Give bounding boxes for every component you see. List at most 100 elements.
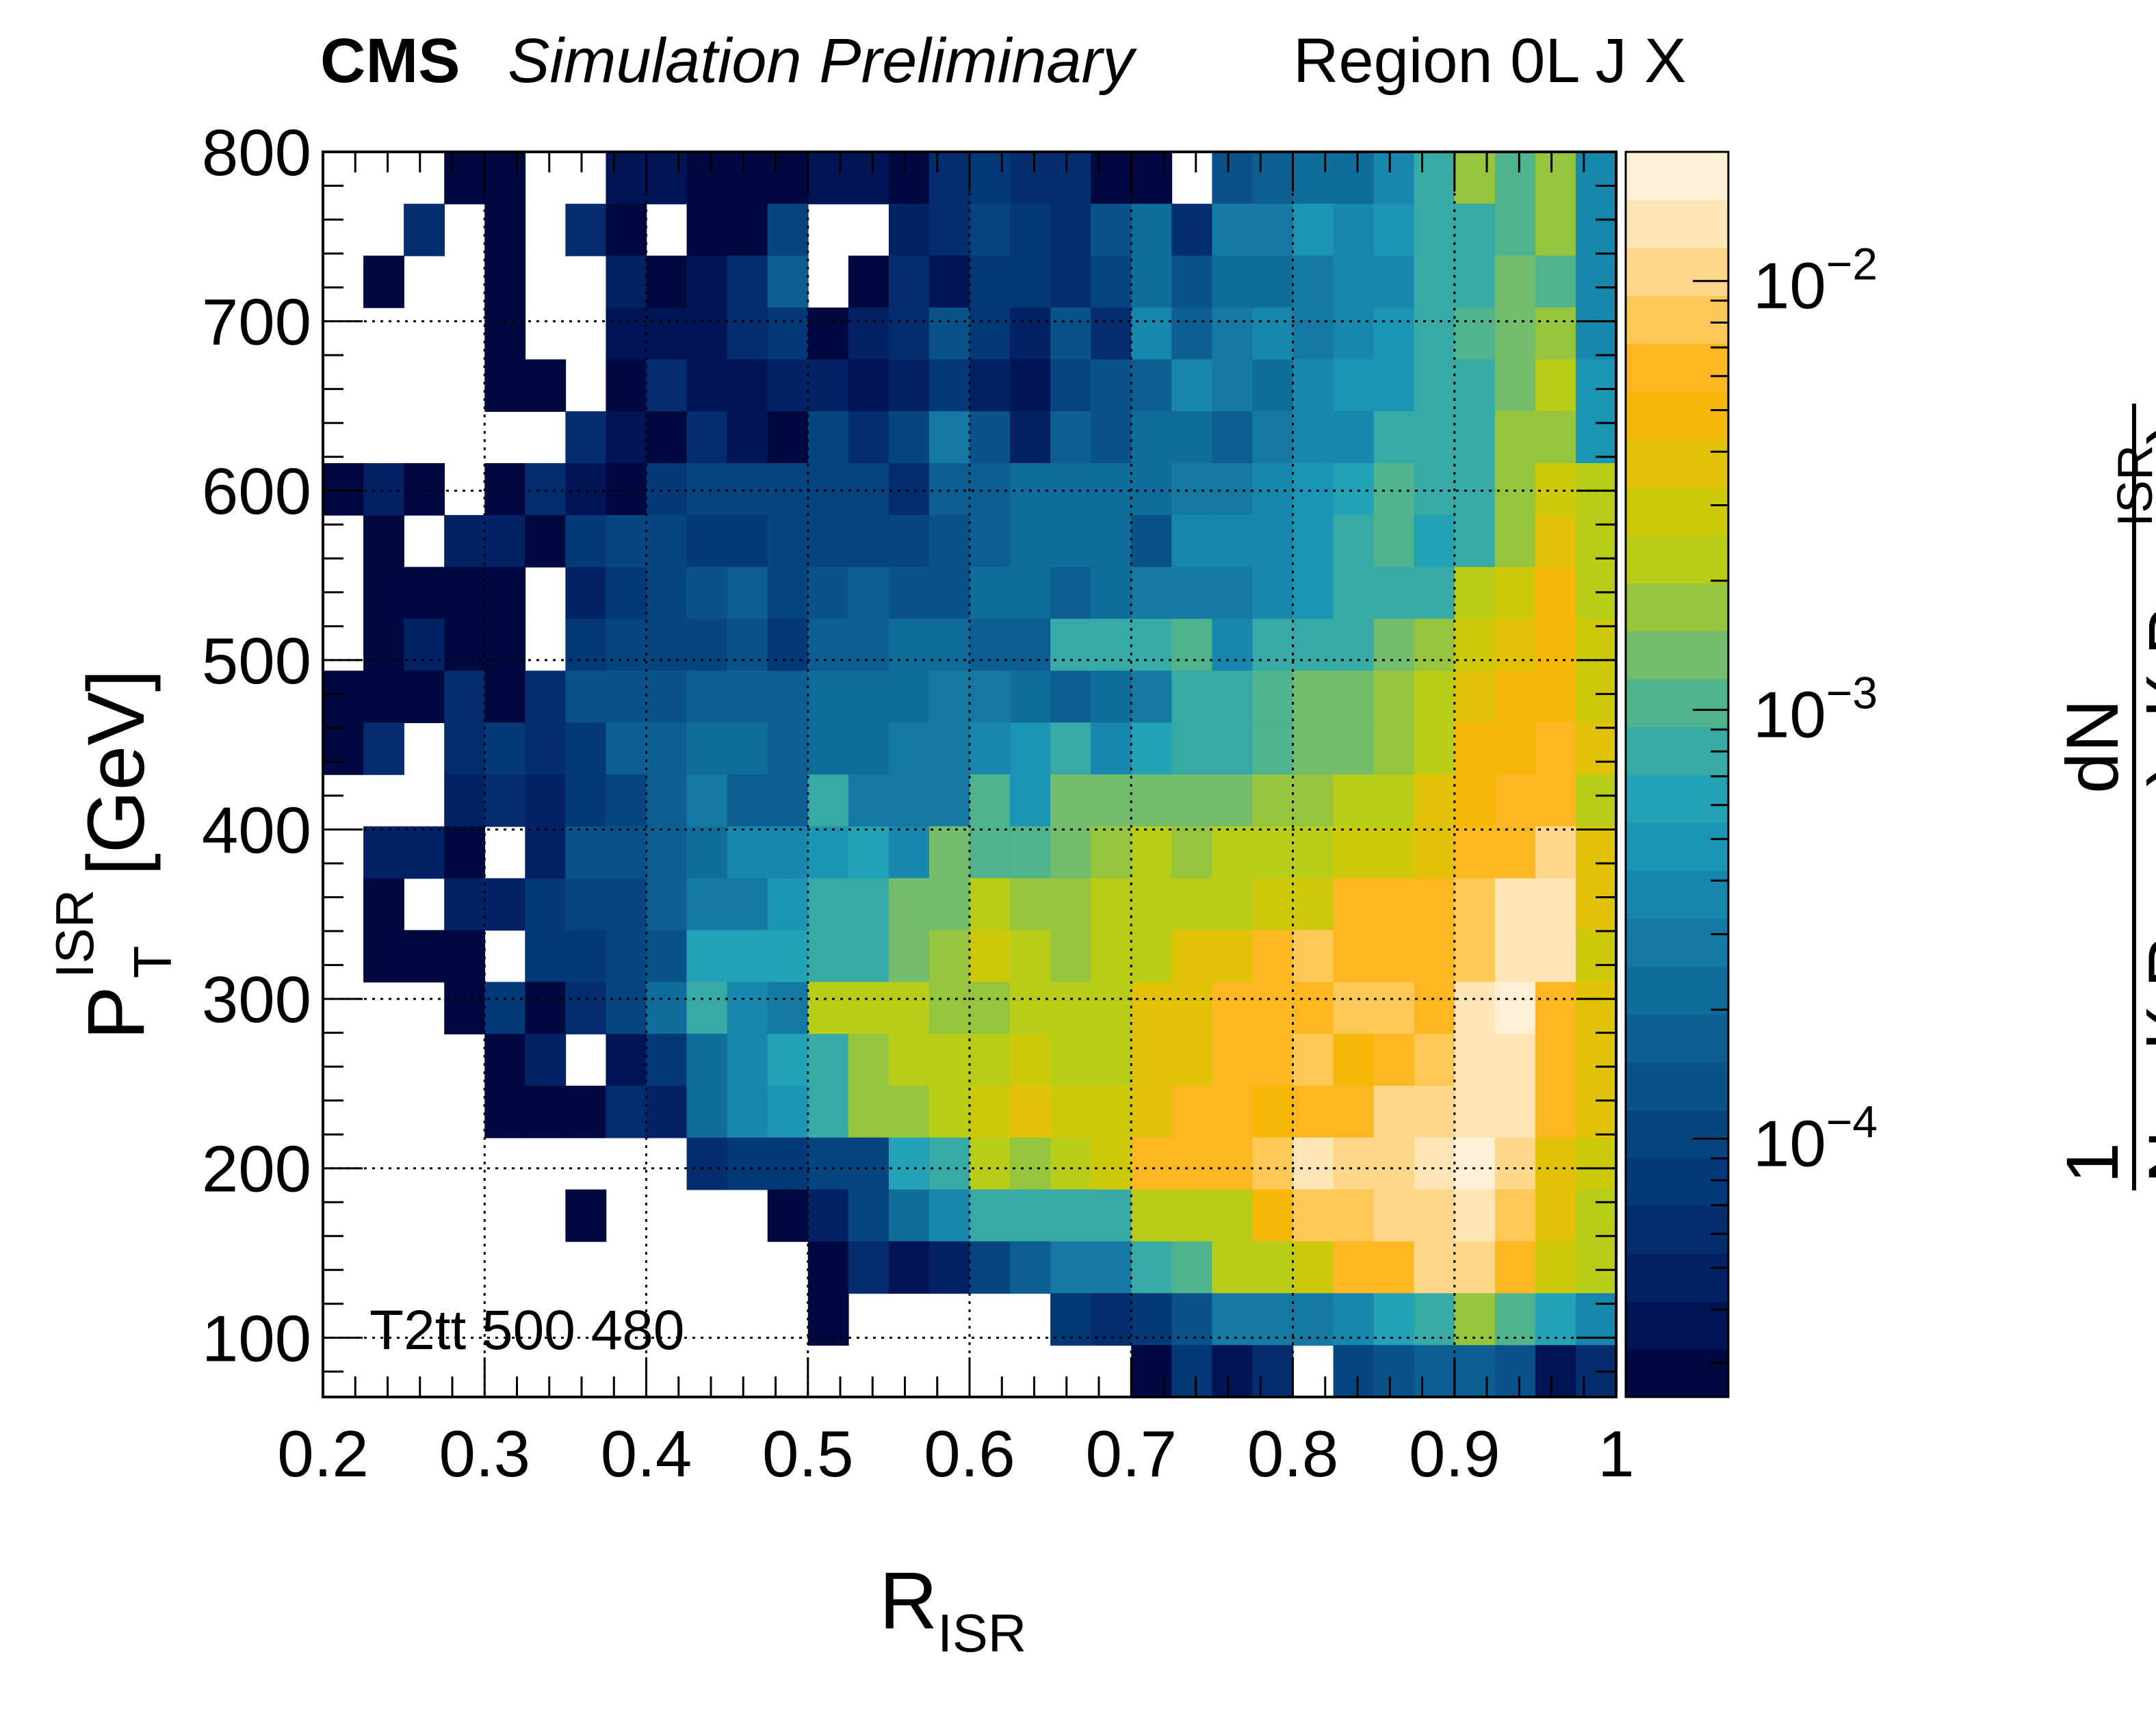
heatmap-cell: [1010, 618, 1051, 672]
heatmap-cell: [606, 203, 647, 257]
heatmap-cell: [1212, 566, 1254, 620]
heatmap-cell: [1494, 307, 1536, 361]
heatmap-cell: [1575, 930, 1617, 983]
heatmap-cell: [1171, 930, 1213, 983]
heatmap-cell: [1091, 982, 1132, 1034]
x-tick-label: 0.3: [439, 1418, 530, 1491]
heatmap-cell: [1171, 307, 1213, 361]
heatmap-cell: [767, 514, 809, 568]
heatmap-cell: [1494, 722, 1536, 775]
heatmap-cell: [1454, 463, 1496, 516]
heatmap-cell: [1293, 152, 1334, 205]
heatmap-cell: [525, 826, 567, 879]
heatmap-cell: [1091, 1086, 1132, 1138]
heatmap-cell: [686, 514, 728, 568]
heatmap-cell: [404, 826, 445, 879]
heatmap-cell: [1091, 566, 1132, 620]
heatmap-cell: [1414, 826, 1455, 879]
heatmap-cell: [970, 152, 1011, 205]
colorbar-tick-label: 10−4: [1753, 1097, 1878, 1181]
y-tick-label: 800: [202, 116, 311, 190]
heatmap-cell: [1131, 878, 1173, 931]
heatmap-cell: [1212, 152, 1254, 205]
heatmap-cell: [646, 152, 688, 205]
heatmap-cell: [363, 930, 404, 983]
colorbar-swatch: [1626, 1110, 1728, 1158]
heatmap-cell: [970, 878, 1011, 931]
heatmap-cell: [1131, 722, 1173, 775]
heatmap-cell: [1212, 618, 1254, 672]
heatmap-cell: [1373, 255, 1415, 309]
heatmap-cell: [1333, 1345, 1375, 1398]
heatmap-cell: [1373, 982, 1415, 1034]
heatmap-cell: [1373, 930, 1415, 983]
heatmap-cell: [928, 618, 970, 672]
heatmap-cell: [1333, 618, 1375, 672]
heatmap-cell: [484, 359, 526, 412]
heatmap-cell: [1010, 307, 1051, 361]
heatmap-cell: [1091, 722, 1132, 775]
heatmap-cell: [848, 152, 889, 205]
heatmap-cell: [848, 566, 889, 620]
heatmap-cell: [1333, 722, 1375, 775]
heatmap-cell: [525, 982, 567, 1034]
heatmap-cell: [1050, 203, 1091, 257]
status-label: Simulation Preliminary: [508, 26, 1137, 96]
heatmap-cell: [727, 463, 768, 516]
heatmap-cell: [686, 1137, 728, 1190]
heatmap-cell: [1212, 1034, 1254, 1086]
heatmap-cell: [1535, 826, 1576, 879]
heatmap-cell: [928, 1086, 970, 1138]
heatmap-cell: [646, 722, 688, 775]
heatmap-cell: [606, 982, 647, 1034]
heatmap-cell: [484, 618, 526, 672]
y-tick-labels: 100 200 300 400 500 600 700 800: [202, 116, 311, 1375]
heatmap-cell: [1252, 826, 1294, 879]
heatmap-cell: [686, 930, 728, 983]
heatmap-cell: [1010, 930, 1051, 983]
heatmap-cell: [928, 878, 970, 931]
heatmap-cell: [1171, 1086, 1213, 1138]
heatmap-cell: [1373, 463, 1415, 516]
heatmap-cell: [686, 307, 728, 361]
heatmap-cell: [1535, 152, 1576, 205]
heatmap-cell: [970, 307, 1011, 361]
heatmap-cell: [565, 618, 607, 672]
heatmap-cell: [767, 1034, 809, 1086]
heatmap-cell: [606, 514, 647, 568]
heatmap-cell: [565, 1189, 607, 1242]
heatmap-cell: [1131, 670, 1173, 723]
heatmap-cell: [767, 618, 809, 672]
heatmap-cell: [1212, 1137, 1254, 1190]
heatmap-cell: [484, 722, 526, 775]
heatmap-cell: [363, 670, 404, 723]
x-tick-label: 1: [1598, 1418, 1634, 1491]
heatmap-cell: [970, 514, 1011, 568]
heatmap-cell: [1050, 566, 1091, 620]
colorbar-tick-labels: 10−4 10−3 10−2: [1753, 239, 1878, 1181]
heatmap-cell: [848, 878, 889, 931]
heatmap-cell: [807, 359, 849, 412]
heatmap-cell: [767, 463, 809, 516]
heatmap-cell: [1212, 1086, 1254, 1138]
heatmap-cell: [1212, 982, 1254, 1034]
heatmap-cell: [1252, 255, 1294, 309]
heatmap-cell: [1050, 255, 1091, 309]
heatmap-cell: [888, 878, 930, 931]
heatmap-cell: [1050, 411, 1091, 464]
colorbar-swatch: [1626, 248, 1728, 296]
y-tick-label: 700: [202, 286, 311, 359]
heatmap-cell: [1010, 1137, 1051, 1190]
heatmap-cell: [970, 1034, 1011, 1086]
heatmap-cell: [1293, 463, 1334, 516]
heatmap-cell: [525, 463, 567, 516]
heatmap-cell: [1535, 1086, 1576, 1138]
heatmap-cell: [1293, 1086, 1334, 1138]
heatmap-cell: [565, 411, 607, 464]
heatmap-cell: [1535, 1241, 1576, 1294]
heatmap-cell: [848, 774, 889, 827]
heatmap-cell: [727, 255, 768, 309]
heatmap-cell: [727, 930, 768, 983]
heatmap-cell: [444, 930, 486, 983]
heatmap-cell: [727, 982, 768, 1034]
